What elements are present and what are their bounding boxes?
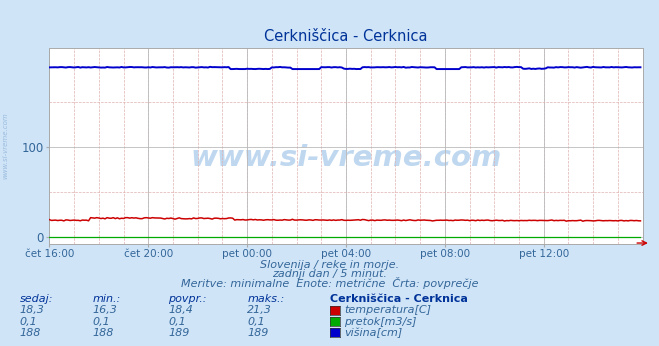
Text: Cerkniščica - Cerknica: Cerkniščica - Cerknica <box>330 294 467 304</box>
Text: 0,1: 0,1 <box>247 317 265 327</box>
Text: 188: 188 <box>92 328 113 338</box>
Text: zadnji dan / 5 minut.: zadnji dan / 5 minut. <box>272 270 387 280</box>
Text: 189: 189 <box>168 328 189 338</box>
Text: 21,3: 21,3 <box>247 305 272 315</box>
Text: maks.:: maks.: <box>247 294 285 304</box>
Title: Cerkniščica - Cerknica: Cerkniščica - Cerknica <box>264 29 428 45</box>
Text: 18,4: 18,4 <box>168 305 193 315</box>
Text: Slovenija / reke in morje.: Slovenija / reke in morje. <box>260 260 399 270</box>
Text: 188: 188 <box>20 328 41 338</box>
Text: 16,3: 16,3 <box>92 305 117 315</box>
Text: Meritve: minimalne  Enote: metrične  Črta: povprečje: Meritve: minimalne Enote: metrične Črta:… <box>181 277 478 289</box>
Text: pretok[m3/s]: pretok[m3/s] <box>344 317 416 327</box>
Text: 189: 189 <box>247 328 268 338</box>
Text: 0,1: 0,1 <box>168 317 186 327</box>
Text: 18,3: 18,3 <box>20 305 45 315</box>
Text: temperatura[C]: temperatura[C] <box>344 305 431 315</box>
Text: 0,1: 0,1 <box>92 317 110 327</box>
Text: sedaj:: sedaj: <box>20 294 53 304</box>
Text: povpr.:: povpr.: <box>168 294 206 304</box>
Text: www.si-vreme.com: www.si-vreme.com <box>190 144 501 172</box>
Text: 0,1: 0,1 <box>20 317 38 327</box>
Text: min.:: min.: <box>92 294 121 304</box>
Text: www.si-vreme.com: www.si-vreme.com <box>2 112 8 179</box>
Text: višina[cm]: višina[cm] <box>344 328 402 338</box>
